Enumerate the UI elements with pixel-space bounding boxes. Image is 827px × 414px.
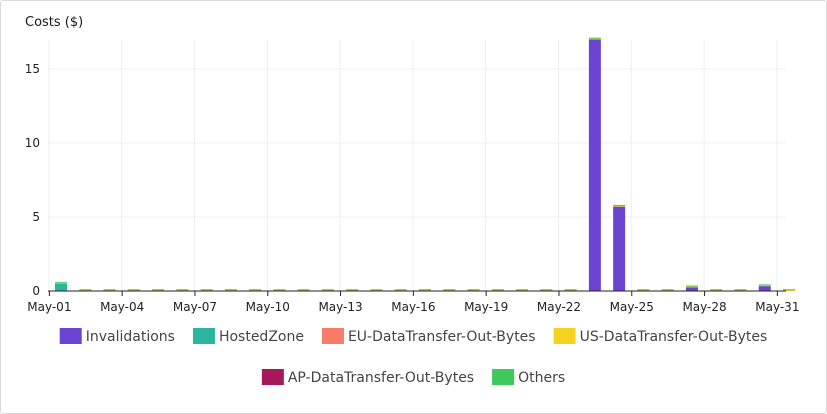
legend-swatch <box>59 328 82 344</box>
bar-segment[interactable] <box>588 39 601 292</box>
legend-swatch <box>321 328 344 344</box>
bar-segment[interactable] <box>685 287 698 291</box>
legend-item[interactable]: Invalidations <box>59 328 175 345</box>
legend-swatch <box>492 369 515 385</box>
bar-segment[interactable] <box>613 206 626 291</box>
bar-segment[interactable] <box>685 285 698 287</box>
x-tick-label: May-25 <box>610 300 654 314</box>
bar-segment[interactable] <box>637 289 650 291</box>
chart-title: Costs ($) <box>25 15 84 30</box>
legend-swatch <box>553 328 576 344</box>
bar-segment[interactable] <box>370 289 383 291</box>
bar-segment[interactable] <box>685 286 698 288</box>
bar-segment[interactable] <box>127 289 140 291</box>
bar-segment[interactable] <box>758 286 771 291</box>
bar-segment[interactable] <box>613 204 626 206</box>
bar-segment[interactable] <box>588 37 601 39</box>
legend-label: AP-DataTransfer-Out-Bytes <box>288 370 474 386</box>
bar-segment[interactable] <box>758 284 771 286</box>
x-tick-label: May-07 <box>173 300 217 314</box>
bar-segment[interactable] <box>661 289 674 291</box>
y-axis-ticks: 0 5 10 15 <box>25 62 40 298</box>
bar-segment[interactable] <box>321 289 334 291</box>
x-tick-label: May-31 <box>755 300 799 314</box>
bar-segment[interactable] <box>224 289 237 291</box>
bar-segment[interactable] <box>200 289 213 291</box>
legend-swatch <box>192 328 215 344</box>
bar-segment[interactable] <box>710 289 723 291</box>
x-tick-label: May-16 <box>391 300 435 314</box>
bar-segment[interactable] <box>783 290 795 291</box>
y-tick-label: 15 <box>25 62 40 76</box>
x-tick-label: May-13 <box>318 300 362 314</box>
legend-item[interactable]: HostedZone <box>192 328 304 345</box>
legend-label: US-DataTransfer-Out-Bytes <box>580 329 768 345</box>
legend[interactable]: Invalidations HostedZone EU-DataTransfer-O… <box>59 328 768 386</box>
bars <box>55 37 795 292</box>
x-tick-label: May-10 <box>246 300 290 314</box>
x-tick-label: May-28 <box>682 300 726 314</box>
y-tick-label: 10 <box>25 136 40 150</box>
bar-segment[interactable] <box>394 289 407 291</box>
bar-segment[interactable] <box>588 38 601 40</box>
bar-segment[interactable] <box>273 289 286 291</box>
x-tick-label: May-22 <box>537 300 581 314</box>
legend-label: EU-DataTransfer-Out-Bytes <box>348 329 536 345</box>
bar-segment[interactable] <box>152 289 165 291</box>
legend-item[interactable]: US-DataTransfer-Out-Bytes <box>553 328 768 345</box>
legend-item[interactable]: AP-DataTransfer-Out-Bytes <box>261 369 474 386</box>
legend-label: HostedZone <box>219 329 304 345</box>
bar-segment[interactable] <box>516 289 529 291</box>
bar-segment[interactable] <box>564 289 577 291</box>
legend-label: Others <box>518 370 565 386</box>
bar-segment[interactable] <box>540 289 553 291</box>
legend-item[interactable]: EU-DataTransfer-Out-Bytes <box>321 328 536 345</box>
bar-segment[interactable] <box>55 283 67 291</box>
legend-swatch <box>261 369 284 385</box>
x-tick-label: May-19 <box>464 300 508 314</box>
bar-segment[interactable] <box>176 289 189 291</box>
y-tick-label: 0 <box>32 284 40 298</box>
bar-segment[interactable] <box>249 289 262 291</box>
bar-segment[interactable] <box>55 282 67 284</box>
x-tick-label: May-04 <box>100 300 144 314</box>
bar-segment[interactable] <box>734 289 747 291</box>
x-tick-label: May-01 <box>27 300 71 314</box>
bar-segment[interactable] <box>491 289 504 291</box>
x-axis: May-01 May-04 May-07 May-10 May-13 May-16 May-… <box>27 290 799 314</box>
legend-item[interactable]: Others <box>492 369 565 386</box>
bar-segment[interactable] <box>467 289 480 291</box>
bar-segment[interactable] <box>419 289 431 291</box>
legend-label: Invalidations <box>86 329 175 345</box>
bar-segment[interactable] <box>443 289 456 291</box>
bar-segment[interactable] <box>758 285 771 287</box>
bar-segment[interactable] <box>783 289 795 291</box>
bar-segment[interactable] <box>79 289 92 291</box>
bar-segment[interactable] <box>613 205 626 207</box>
bar-segment[interactable] <box>346 289 359 291</box>
bar-segment[interactable] <box>103 289 116 291</box>
y-tick-label: 5 <box>32 210 40 224</box>
bar-segment[interactable] <box>297 289 310 291</box>
grid-lines <box>48 40 786 291</box>
